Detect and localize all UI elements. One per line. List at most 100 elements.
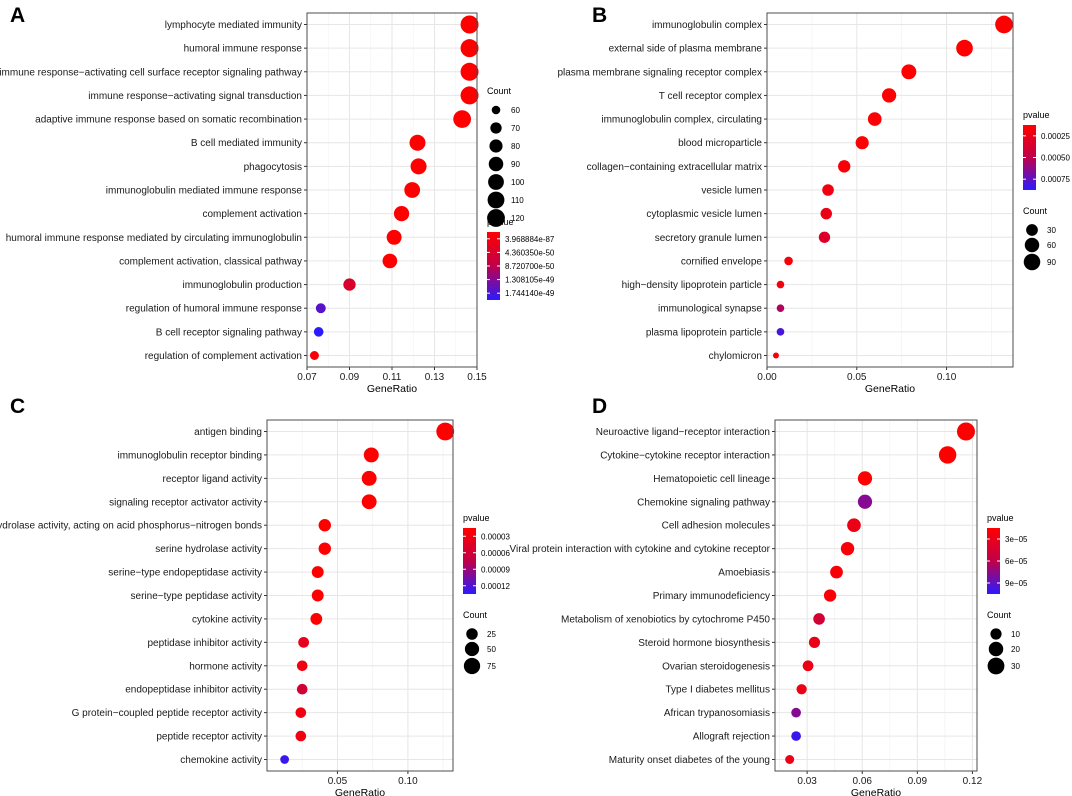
count-legend-dot [1026,224,1038,236]
pvalue-legend-label: 0.00050 [1041,154,1070,163]
term-label: secretory granule lumen [655,233,762,244]
plot-frame [766,12,1014,368]
term-dot [881,88,897,103]
count-legend-title: Count [463,610,488,620]
term-label: B cell receptor signaling pathway [156,327,302,338]
term-label: Maturity onset diabetes of the young [609,755,770,766]
count-legend-title: Count [487,86,512,96]
x-tick-label: 0.13 [425,372,445,383]
term-label: Hematopoietic cell lineage [653,474,770,485]
term-label: hormone activity [189,661,262,672]
count-legend-label: 80 [511,142,520,151]
term-dot [855,136,869,150]
pvalue-colorbar [463,528,476,594]
term-label: complement activation, classical pathway [119,256,302,267]
term-dot [956,422,975,441]
pvalue-colorbar [1023,125,1036,190]
x-tick-label: 0.05 [328,776,348,787]
term-dot [361,470,377,486]
plot-frame [774,419,978,772]
x-tick-label: 0.07 [297,372,317,383]
term-dot [295,730,307,742]
x-axis-title: GeneRatio [367,383,417,395]
term-dot [818,231,831,243]
x-tick-label: 0.09 [908,776,928,787]
term-label: plasma membrane signaling receptor compl… [557,67,762,78]
term-label: Steroid hormone biosynthesis [638,638,770,649]
term-label: phagocytosis [244,162,302,173]
term-dot [838,160,851,173]
term-label: regulation of complement activation [145,351,302,362]
pvalue-legend-label: 1.308105e-49 [505,276,555,285]
panel-label-d: D [592,395,607,418]
term-dot [318,542,331,555]
term-label: immunoglobulin receptor binding [117,450,262,461]
term-label: immunoglobulin complex [652,20,762,31]
term-dot [776,280,785,289]
term-dot [404,182,421,198]
term-dot [410,158,427,175]
term-dot [857,494,873,509]
term-dot [361,494,377,510]
term-label: serine hydrolase activity [155,544,262,555]
term-dot [460,15,479,34]
count-legend-label: 30 [1047,226,1056,235]
term-label: regulation of humoral immune response [126,304,303,315]
count-legend-label: 110 [511,196,524,205]
term-dot [813,613,825,625]
term-label: B cell mediated immunity [191,138,302,149]
panel-d-kegg-pathway: 0.03 0.06 0.09 0.12 Neuroactive ligand−recep… [509,419,1028,796]
term-label: immunoglobulin complex, circulating [601,115,762,126]
term-label: Chemokine signaling pathway [637,497,770,508]
plot-frame [306,12,478,368]
term-label: Cell adhesion molecules [662,521,770,532]
term-dot [830,565,843,579]
term-dot [409,134,426,151]
count-legend-label: 60 [1047,241,1056,250]
term-dot [772,352,779,359]
count-legend-label: 30 [1011,662,1020,671]
panel-a-go-biological-process: 0.07 0.09 0.11 0.13 0.15 lymphocyte mediated … [0,12,555,395]
term-label: immunoglobulin production [182,280,302,291]
x-axis-title: GeneRatio [335,787,385,796]
term-dot [280,755,289,764]
count-legend-dot [487,191,505,209]
count-legend-label: 90 [511,160,520,169]
plot-frame [266,419,454,772]
count-legend-dot [491,105,501,115]
term-label: immunoglobulin mediated immune response [106,186,303,197]
x-tick-label: 0.03 [797,776,817,787]
term-dot [802,660,814,672]
term-label: Allograft rejection [693,732,770,743]
pvalue-legend-label: 0.00009 [481,565,510,574]
pvalue-legend-title: pvalue [987,513,1014,523]
term-label: peptidase inhibitor activity [147,638,262,649]
term-label: external side of plasma membrane [609,44,763,55]
term-label: immunological synapse [658,304,762,315]
term-dot [311,566,324,579]
term-dot [847,518,861,533]
count-legend-label: 70 [511,124,520,133]
pvalue-legend-label: 9e−05 [1005,579,1028,588]
pvalue-legend-label: 6e−05 [1005,557,1028,566]
pvalue-legend-label: 8.720700e-50 [505,262,555,271]
term-dot [460,62,479,81]
term-dot [298,636,310,648]
count-legend-dot [463,657,481,675]
term-dot [296,683,308,695]
term-dot [295,707,307,718]
count-legend-dot [1024,237,1040,253]
count-legend-label: 25 [487,630,496,639]
pvalue-colorbar [987,528,1000,594]
count-legend-dot [990,628,1002,640]
count-legend-dot [488,156,504,172]
term-label: complement activation [203,209,303,220]
term-label: Primary immunodeficiency [653,591,770,602]
term-label: Ovarian steroidogenesis [662,661,770,672]
term-label: G protein−coupled peptide receptor activ… [72,708,262,719]
term-label: serine−type peptidase activity [131,591,262,602]
term-dot [808,636,821,648]
term-label: Cytokine−cytokine receptor interaction [600,450,770,461]
term-dot [956,39,973,57]
